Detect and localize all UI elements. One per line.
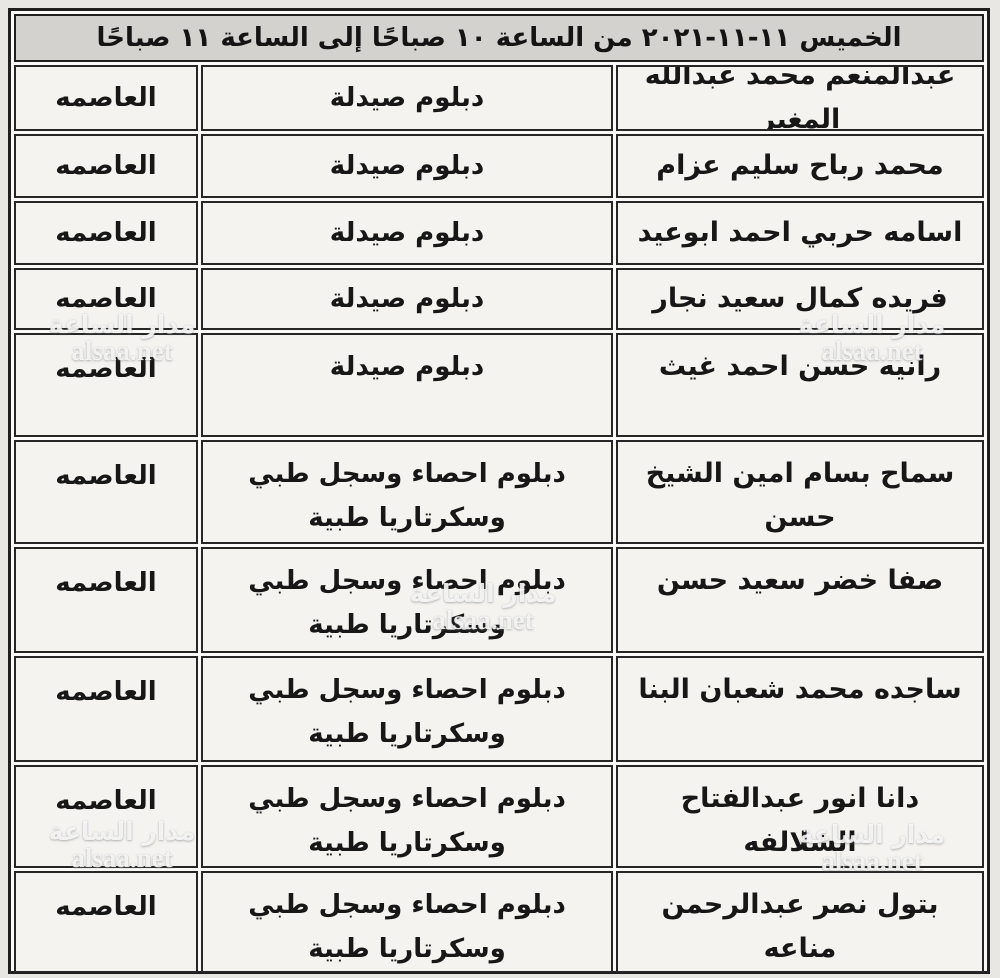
cell-diploma: دبلوم احصاء وسجل طبي وسكرتاريا طبية (201, 547, 613, 653)
table-row: ساجده محمد شعبان البنا دبلوم احصاء وسجل … (14, 656, 984, 762)
cell-name: عبدالمنعم محمد عبدالله المغير (616, 65, 984, 131)
table-row: بتول نصر عبدالرحمن مناعه دبلوم احصاء وسج… (14, 871, 984, 973)
cell-name: صفا خضر سعيد حسن (616, 547, 984, 653)
cell-name: فريده كمال سعيد نجار (616, 268, 984, 330)
table-row: دانا انور عبدالفتاح الشلالفه دبلوم احصاء… (14, 765, 984, 868)
table-row: صفا خضر سعيد حسن دبلوم احصاء وسجل طبي وس… (14, 547, 984, 653)
cell-governorate: العاصمه (14, 65, 198, 131)
table-header-date-time: الخميس ١١-١١-٢٠٢١ من الساعة ١٠ صباحًا إل… (14, 14, 984, 62)
cell-diploma: دبلوم احصاء وسجل طبي وسكرتاريا طبية (201, 765, 613, 868)
cell-diploma: دبلوم صيدلة (201, 134, 613, 198)
cell-governorate: العاصمه (14, 871, 198, 973)
cell-name: ساجده محمد شعبان البنا (616, 656, 984, 762)
cell-diploma: دبلوم صيدلة (201, 65, 613, 131)
cell-name: دانا انور عبدالفتاح الشلالفه (616, 765, 984, 868)
cell-governorate: العاصمه (14, 656, 198, 762)
schedule-table: الخميس ١١-١١-٢٠٢١ من الساعة ١٠ صباحًا إل… (8, 8, 990, 974)
cell-diploma: دبلوم احصاء وسجل طبي وسكرتاريا طبية (201, 440, 613, 544)
table-row: محمد رباح سليم عزام دبلوم صيدلة العاصمه (14, 134, 984, 198)
cell-governorate: العاصمه (14, 547, 198, 653)
table-row: فريده كمال سعيد نجار دبلوم صيدلة العاصمه (14, 268, 984, 330)
cell-governorate: العاصمه (14, 134, 198, 198)
cell-name: رانيه حسن احمد غيث (616, 333, 984, 437)
cell-diploma: دبلوم صيدلة (201, 333, 613, 437)
cell-governorate: العاصمه (14, 333, 198, 437)
cell-name: اسامه حربي احمد ابوعيد (616, 201, 984, 265)
table-row: رانيه حسن احمد غيث دبلوم صيدلة العاصمه (14, 333, 984, 437)
cell-name: سماح بسام امين الشيخ حسن (616, 440, 984, 544)
cell-diploma: دبلوم احصاء وسجل طبي وسكرتاريا طبية (201, 656, 613, 762)
cell-diploma: دبلوم احصاء وسجل طبي وسكرتاريا طبية (201, 871, 613, 973)
table-row: اسامه حربي احمد ابوعيد دبلوم صيدلة العاص… (14, 201, 984, 265)
table-row: سماح بسام امين الشيخ حسن دبلوم احصاء وسج… (14, 440, 984, 544)
cell-diploma: دبلوم صيدلة (201, 268, 613, 330)
cell-governorate: العاصمه (14, 268, 198, 330)
cell-governorate: العاصمه (14, 201, 198, 265)
cell-name: محمد رباح سليم عزام (616, 134, 984, 198)
cell-governorate: العاصمه (14, 440, 198, 544)
cell-governorate: العاصمه (14, 765, 198, 868)
table-row: عبدالمنعم محمد عبدالله المغير دبلوم صيدل… (14, 65, 984, 131)
cell-name: بتول نصر عبدالرحمن مناعه (616, 871, 984, 973)
cell-diploma: دبلوم صيدلة (201, 201, 613, 265)
